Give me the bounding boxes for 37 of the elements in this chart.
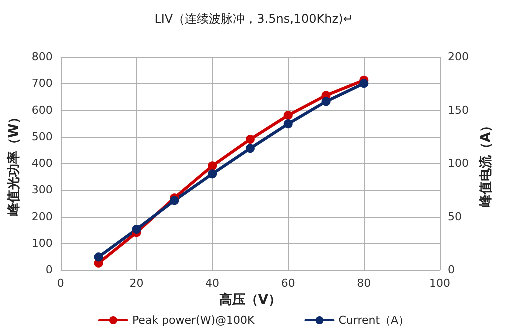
x-tick-label: 60 [281, 277, 296, 290]
y2-axis-title: 峰值电流（A） [478, 119, 494, 208]
point [208, 170, 218, 179]
y-tick-label: 0 [46, 264, 53, 276]
point [208, 162, 218, 171]
point [322, 97, 331, 106]
x-tick-label: 0 [57, 277, 64, 290]
x-tick-label: 40 [206, 277, 220, 290]
point [94, 252, 104, 262]
y2-tick-label: 150 [448, 104, 469, 117]
y2-tick-label: 0 [448, 264, 455, 276]
y-tick-label: 800 [32, 50, 53, 64]
point [246, 135, 255, 144]
legend-label: Peak power(W)@100K [132, 314, 256, 327]
point [132, 225, 142, 234]
point [284, 111, 293, 120]
y-tick-label: 600 [32, 104, 53, 117]
y-tick-label: 500 [32, 130, 53, 144]
point [284, 120, 293, 129]
x-tick-label: 20 [130, 277, 144, 290]
point [170, 196, 180, 206]
y-tick-label: 300 [32, 184, 53, 197]
y-tick-label: 100 [32, 236, 53, 250]
y2-tick-label: 200 [448, 50, 469, 64]
y-tick-label: 700 [32, 77, 53, 90]
chart-title: LIV（连续波脉冲，3.5ns,100Khz)↵ [154, 12, 354, 26]
point [360, 79, 369, 88]
y2-tick-label: 50 [448, 210, 462, 224]
y-tick-label: 400 [32, 157, 53, 170]
x-tick-label: 80 [357, 277, 372, 290]
y2-tick-label: 100 [448, 157, 469, 170]
x-tick-label: 100 [430, 277, 450, 290]
y-tick-label: 200 [32, 210, 53, 224]
point [246, 144, 255, 154]
x-axis-title: 高压（V） [219, 292, 282, 308]
legend-label: Current（A） [338, 314, 410, 327]
y-axis-title: 峰值光功率（W） [6, 110, 22, 216]
